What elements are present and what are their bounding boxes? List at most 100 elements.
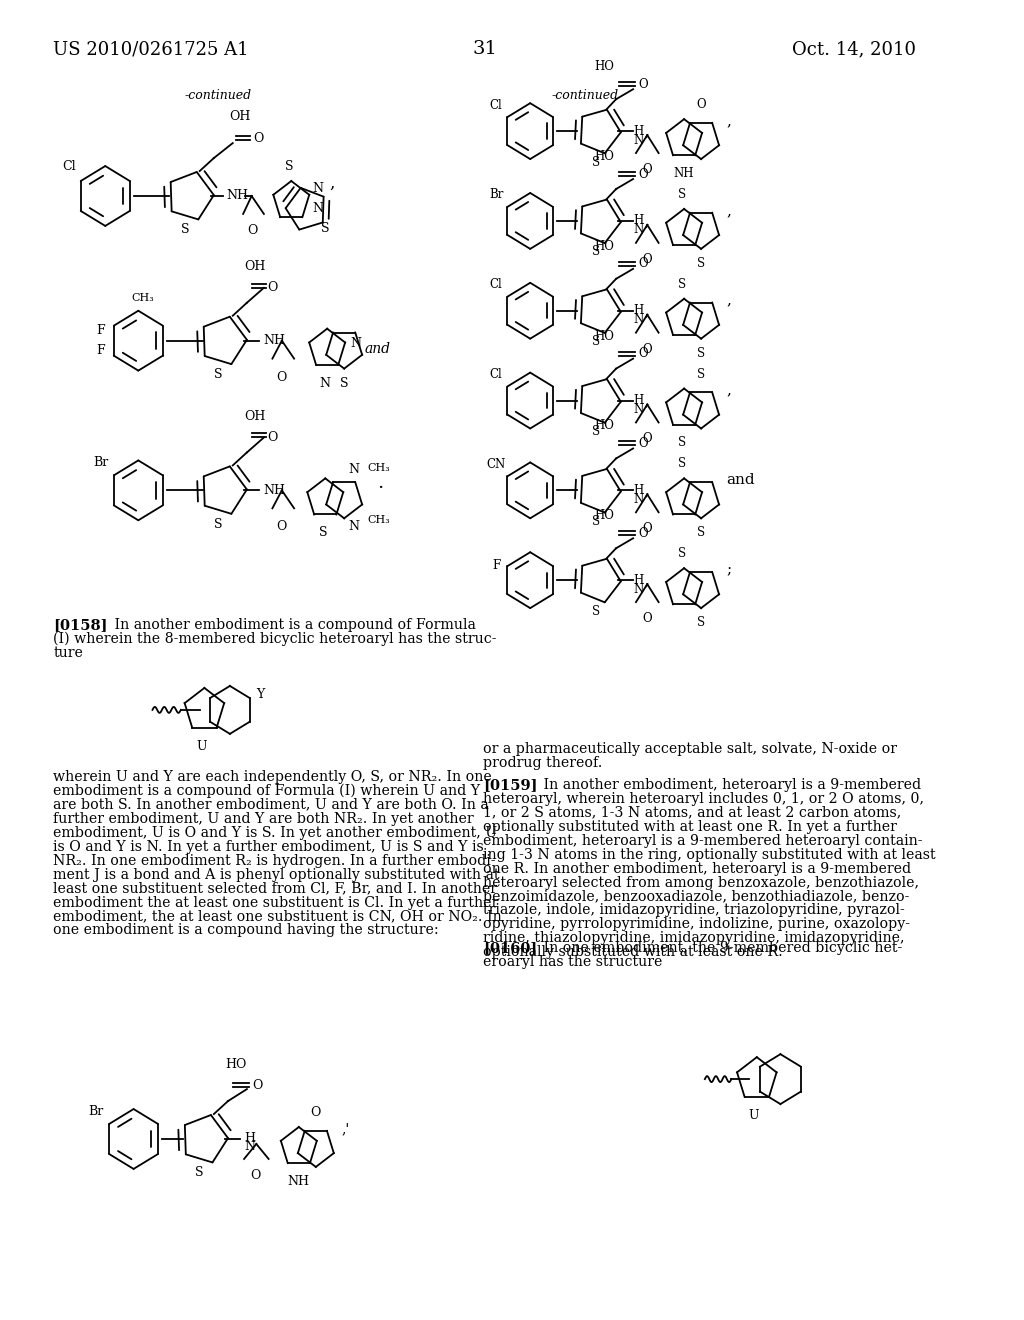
Text: F: F (96, 345, 104, 358)
Text: ing 1-3 N atoms in the ring, optionally substituted with at least: ing 1-3 N atoms in the ring, optionally … (483, 847, 936, 862)
Text: S: S (592, 605, 600, 618)
Text: O: O (642, 253, 652, 265)
Text: ment J is a bond and A is phenyl optionally substituted with at: ment J is a bond and A is phenyl optiona… (53, 867, 500, 882)
Text: S: S (322, 222, 330, 235)
Text: CH₃: CH₃ (368, 463, 390, 474)
Text: N: N (312, 202, 323, 215)
Text: S: S (196, 1167, 204, 1179)
Text: optionally substituted with at least one R. In yet a further: optionally substituted with at least one… (483, 820, 897, 834)
Text: O: O (253, 1078, 263, 1092)
Text: embodiment, U is O and Y is S. In yet another embodiment, U: embodiment, U is O and Y is S. In yet an… (53, 825, 498, 840)
Text: benzoimidazole, benzooxadiazole, benzothiadiazole, benzo-: benzoimidazole, benzooxadiazole, benzoth… (483, 890, 909, 903)
Text: N: N (633, 133, 643, 147)
Text: N: N (633, 313, 643, 326)
Text: Cl: Cl (489, 279, 503, 292)
Text: NH: NH (226, 190, 248, 202)
Text: heteroaryl selected from among benzoxazole, benzothiazole,: heteroaryl selected from among benzoxazo… (483, 875, 919, 890)
Text: and: and (727, 474, 756, 487)
Text: S: S (592, 156, 600, 169)
Text: S: S (697, 257, 706, 269)
Text: O: O (639, 168, 648, 181)
Text: HO: HO (594, 150, 614, 164)
Text: N: N (312, 182, 323, 195)
Text: HO: HO (225, 1059, 246, 1071)
Text: O: O (639, 257, 648, 271)
Text: Br: Br (93, 455, 109, 469)
Text: least one substituent selected from Cl, F, Br, and I. In another: least one substituent selected from Cl, … (53, 882, 498, 895)
Text: O: O (276, 520, 287, 533)
Text: O: O (642, 433, 652, 445)
Text: N: N (348, 520, 359, 533)
Text: S: S (678, 187, 686, 201)
Text: embodiment, the at least one substituent is CN, OH or NO₂. In: embodiment, the at least one substituent… (53, 909, 502, 924)
Text: O: O (639, 437, 648, 450)
Text: S: S (697, 616, 706, 630)
Text: ,: , (329, 174, 335, 191)
Text: (I) wherein the 8-membered bicyclic heteroaryl has the struc-: (I) wherein the 8-membered bicyclic hete… (53, 632, 497, 647)
Text: S: S (678, 277, 686, 290)
Text: O: O (642, 164, 652, 176)
Text: S: S (697, 527, 706, 540)
Text: heteroaryl, wherein heteroaryl includes 0, 1, or 2 O atoms, 0,: heteroaryl, wherein heteroaryl includes … (483, 792, 924, 805)
Text: embodiment, heteroaryl is a 9-membered heteroaryl contain-: embodiment, heteroaryl is a 9-membered h… (483, 834, 923, 847)
Text: S: S (697, 367, 706, 380)
Text: S: S (678, 458, 686, 470)
Text: embodiment the at least one substituent is Cl. In yet a further: embodiment the at least one substituent … (53, 895, 499, 909)
Text: one embodiment is a compound having the structure:: one embodiment is a compound having the … (53, 924, 439, 937)
Text: OH: OH (245, 260, 266, 273)
Text: S: S (592, 425, 600, 438)
Text: S: S (319, 527, 328, 540)
Text: S: S (214, 517, 223, 531)
Text: U: U (749, 1109, 759, 1122)
Text: ture: ture (53, 645, 83, 660)
Text: HO: HO (594, 510, 614, 523)
Text: further embodiment, U and Y are both NR₂. In yet another: further embodiment, U and Y are both NR₂… (53, 812, 474, 826)
Text: triazole, indole, imidazopyridine, triazolopyridine, pyrazol-: triazole, indole, imidazopyridine, triaz… (483, 903, 905, 917)
Text: S: S (678, 437, 686, 450)
Text: ,: , (727, 205, 731, 218)
Text: or a pharmaceutically acceptable salt, solvate, N-oxide or: or a pharmaceutically acceptable salt, s… (483, 742, 897, 756)
Text: is O and Y is N. In yet a further embodiment, U is S and Y is: is O and Y is N. In yet a further embodi… (53, 840, 484, 854)
Text: CH₃: CH₃ (368, 515, 390, 525)
Text: S: S (697, 347, 706, 359)
Text: CN: CN (486, 458, 506, 471)
Text: O: O (642, 612, 652, 626)
Text: N: N (348, 463, 359, 477)
Text: OH: OH (229, 110, 251, 123)
Text: Y: Y (256, 689, 264, 701)
Text: -continued: -continued (551, 90, 618, 102)
Text: N: N (633, 582, 643, 595)
Text: H: H (633, 395, 643, 407)
Text: O: O (642, 343, 652, 355)
Text: OH: OH (245, 409, 266, 422)
Text: Oct. 14, 2010: Oct. 14, 2010 (793, 41, 916, 58)
Text: H: H (633, 484, 643, 496)
Text: ridine, thiazolopyridine, imidazopyridine, imidazopyridine,: ridine, thiazolopyridine, imidazopyridin… (483, 932, 904, 945)
Text: optionally substituted with at least one R.: optionally substituted with at least one… (483, 945, 782, 960)
Text: [0160]: [0160] (483, 941, 538, 956)
Text: In another embodiment, heteroaryl is a 9-membered: In another embodiment, heteroaryl is a 9… (530, 777, 922, 792)
Text: Br: Br (489, 189, 504, 202)
Text: In another embodiment is a compound of Formula: In another embodiment is a compound of F… (100, 618, 475, 632)
Text: ;: ; (727, 564, 732, 577)
Text: N: N (633, 492, 643, 506)
Text: O: O (267, 430, 279, 444)
Text: N: N (633, 223, 643, 236)
Text: F: F (96, 325, 104, 337)
Text: US 2010/0261725 A1: US 2010/0261725 A1 (53, 41, 249, 58)
Text: HO: HO (594, 61, 614, 73)
Text: H: H (633, 304, 643, 317)
Text: S: S (678, 548, 686, 560)
Text: O: O (276, 371, 287, 384)
Text: S: S (285, 160, 294, 173)
Text: O: O (639, 347, 648, 360)
Text: S: S (592, 335, 600, 348)
Text: NH: NH (263, 484, 285, 496)
Text: ,': ,' (341, 1122, 349, 1137)
Text: wherein U and Y are each independently O, S, or NR₂. In one: wherein U and Y are each independently O… (53, 770, 493, 784)
Text: O: O (254, 132, 264, 145)
Text: In one embodiment, the 9-membered bicyclic het-: In one embodiment, the 9-membered bicycl… (530, 941, 902, 956)
Text: ,: , (727, 294, 731, 308)
Text: N: N (244, 1140, 255, 1154)
Text: [0158]: [0158] (53, 618, 108, 632)
